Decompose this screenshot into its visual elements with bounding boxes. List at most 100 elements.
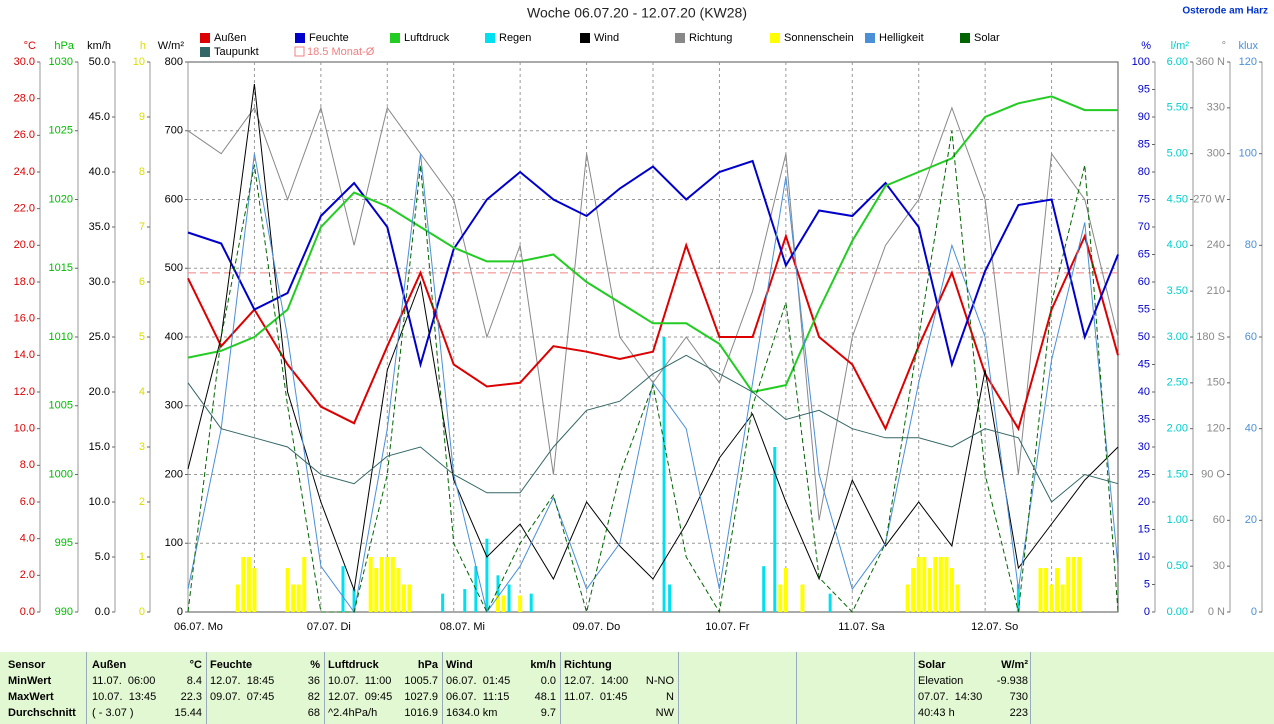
y-tick-label: 3 (139, 441, 145, 453)
cell-value: 730 (1009, 691, 1028, 703)
series-line (187, 159, 1119, 369)
y-tick-label: 20 (1138, 496, 1150, 508)
cell-label: 06.07. 11:15 (446, 691, 510, 703)
bar (496, 595, 500, 612)
legend-label: Solar (974, 32, 1000, 44)
axis-unit: h (140, 40, 146, 52)
group-unit: km/h (530, 659, 556, 671)
cell-label: 07.07. 14:30 (918, 691, 983, 703)
bar (927, 568, 932, 612)
bar (1055, 568, 1060, 612)
stats-table: Sensor MinWert MaxWert Durchschnitt Außen °C 1… (0, 652, 1274, 724)
y-tick-label: 1025 (49, 125, 73, 137)
group-unit: °C (189, 659, 202, 671)
cell-label: 11.07. 01:45 (564, 691, 628, 703)
bar (385, 557, 390, 612)
legend-label: Wind (594, 32, 619, 44)
separator (678, 652, 679, 724)
y-tick-label: 6.00 (1167, 56, 1188, 68)
y-tick-label: 16.0 (14, 313, 35, 325)
y-tick-label: 2 (139, 496, 145, 508)
bar (401, 584, 406, 612)
y-tick-label: 12.0 (14, 386, 35, 398)
separator (206, 652, 207, 724)
y-tick-label: 22.0 (14, 203, 35, 215)
y-tick-label: 990 (55, 606, 73, 618)
bar (905, 584, 910, 612)
chart: Woche 06.07.20 - 12.07.20 (KW28) Osterod… (13, 4, 1268, 633)
legend-swatch (865, 33, 875, 43)
y-tick-label: 10.0 (89, 496, 110, 508)
bar (800, 584, 805, 612)
y-tick-label: 4 (139, 386, 145, 398)
y-tick-label: 18.0 (14, 276, 35, 288)
y-tick-label: 40 (1138, 386, 1150, 398)
cell-value: 1016.9 (404, 707, 438, 719)
legend-swatch (294, 46, 305, 57)
cell-value: 9.7 (540, 707, 556, 719)
y-tick-label: 300 (1207, 148, 1225, 160)
separator (86, 652, 87, 724)
y-tick-label: 3.00 (1167, 331, 1188, 343)
bar (828, 593, 832, 612)
y-tick-label: 4.50 (1167, 193, 1188, 205)
axis-unit: km/h (87, 40, 111, 52)
series-line (187, 153, 1119, 614)
bar (252, 568, 257, 612)
y-tick-label: 5.50 (1167, 102, 1188, 114)
cell-label: 10.07. 13:45 (92, 691, 157, 703)
group-unit: % (310, 659, 320, 671)
legend-label: Helligkeit (879, 32, 924, 44)
series-line (187, 354, 1119, 503)
bar (368, 557, 373, 612)
y-tick-label: 70 (1138, 221, 1150, 233)
cell-label: 40:43 h (918, 707, 955, 719)
y-tick-label: 0.00 (1167, 606, 1188, 618)
y-tick-label: 55 (1138, 303, 1150, 315)
bar (933, 557, 938, 612)
y-tick-label: 7 (139, 221, 145, 233)
bar (501, 595, 506, 612)
y-tick-label: 180 S (1196, 331, 1225, 343)
bar (762, 566, 766, 612)
legend-label: 18.5 Monat-Ø (307, 46, 375, 58)
bar (341, 566, 345, 612)
y-tick-label: 500 (165, 262, 183, 274)
y-tick-label: 120 (1207, 423, 1225, 435)
legend-swatch (200, 33, 210, 43)
y-tick-label: 1020 (49, 193, 73, 205)
bar (246, 557, 251, 612)
y-tick-label: 1030 (49, 56, 73, 68)
x-tick-label: 12.07. So (971, 621, 1018, 633)
y-tick-label: 2.00 (1167, 423, 1188, 435)
y-tick-label: 20.0 (14, 239, 35, 251)
cell-value: NW (655, 707, 674, 719)
separator (914, 652, 915, 724)
y-tick-label: 10.0 (14, 423, 35, 435)
y-tick-label: 14.0 (14, 349, 35, 361)
y-tick-label: 150 (1207, 377, 1225, 389)
bar (1077, 557, 1082, 612)
bar (911, 568, 916, 612)
location: Osterode am Harz (1182, 6, 1268, 17)
cell-label: 12.07. 14:00 (564, 675, 629, 687)
bar (773, 447, 777, 612)
y-tick-label: 28.0 (14, 93, 35, 105)
bar (938, 557, 943, 612)
bar (1049, 584, 1054, 612)
cell-value: 22.3 (180, 691, 202, 703)
y-tick-label: 1 (139, 551, 145, 563)
cell-value: -9.938 (996, 675, 1028, 687)
group-unit: hPa (417, 659, 438, 671)
chart-title: Woche 06.07.20 - 12.07.20 (KW28) (527, 5, 747, 21)
group-name: Außen (92, 659, 127, 671)
bar (302, 557, 307, 612)
y-tick-label: 700 (165, 125, 183, 137)
y-tick-label: 5.00 (1167, 148, 1188, 160)
legend-swatch (485, 33, 495, 43)
y-tick-label: 240 (1207, 239, 1225, 251)
bar (783, 568, 788, 612)
y-tick-label: 5 (1144, 578, 1150, 590)
y-tick-label: 10 (133, 56, 145, 68)
axis-unit: ° (1222, 40, 1226, 52)
